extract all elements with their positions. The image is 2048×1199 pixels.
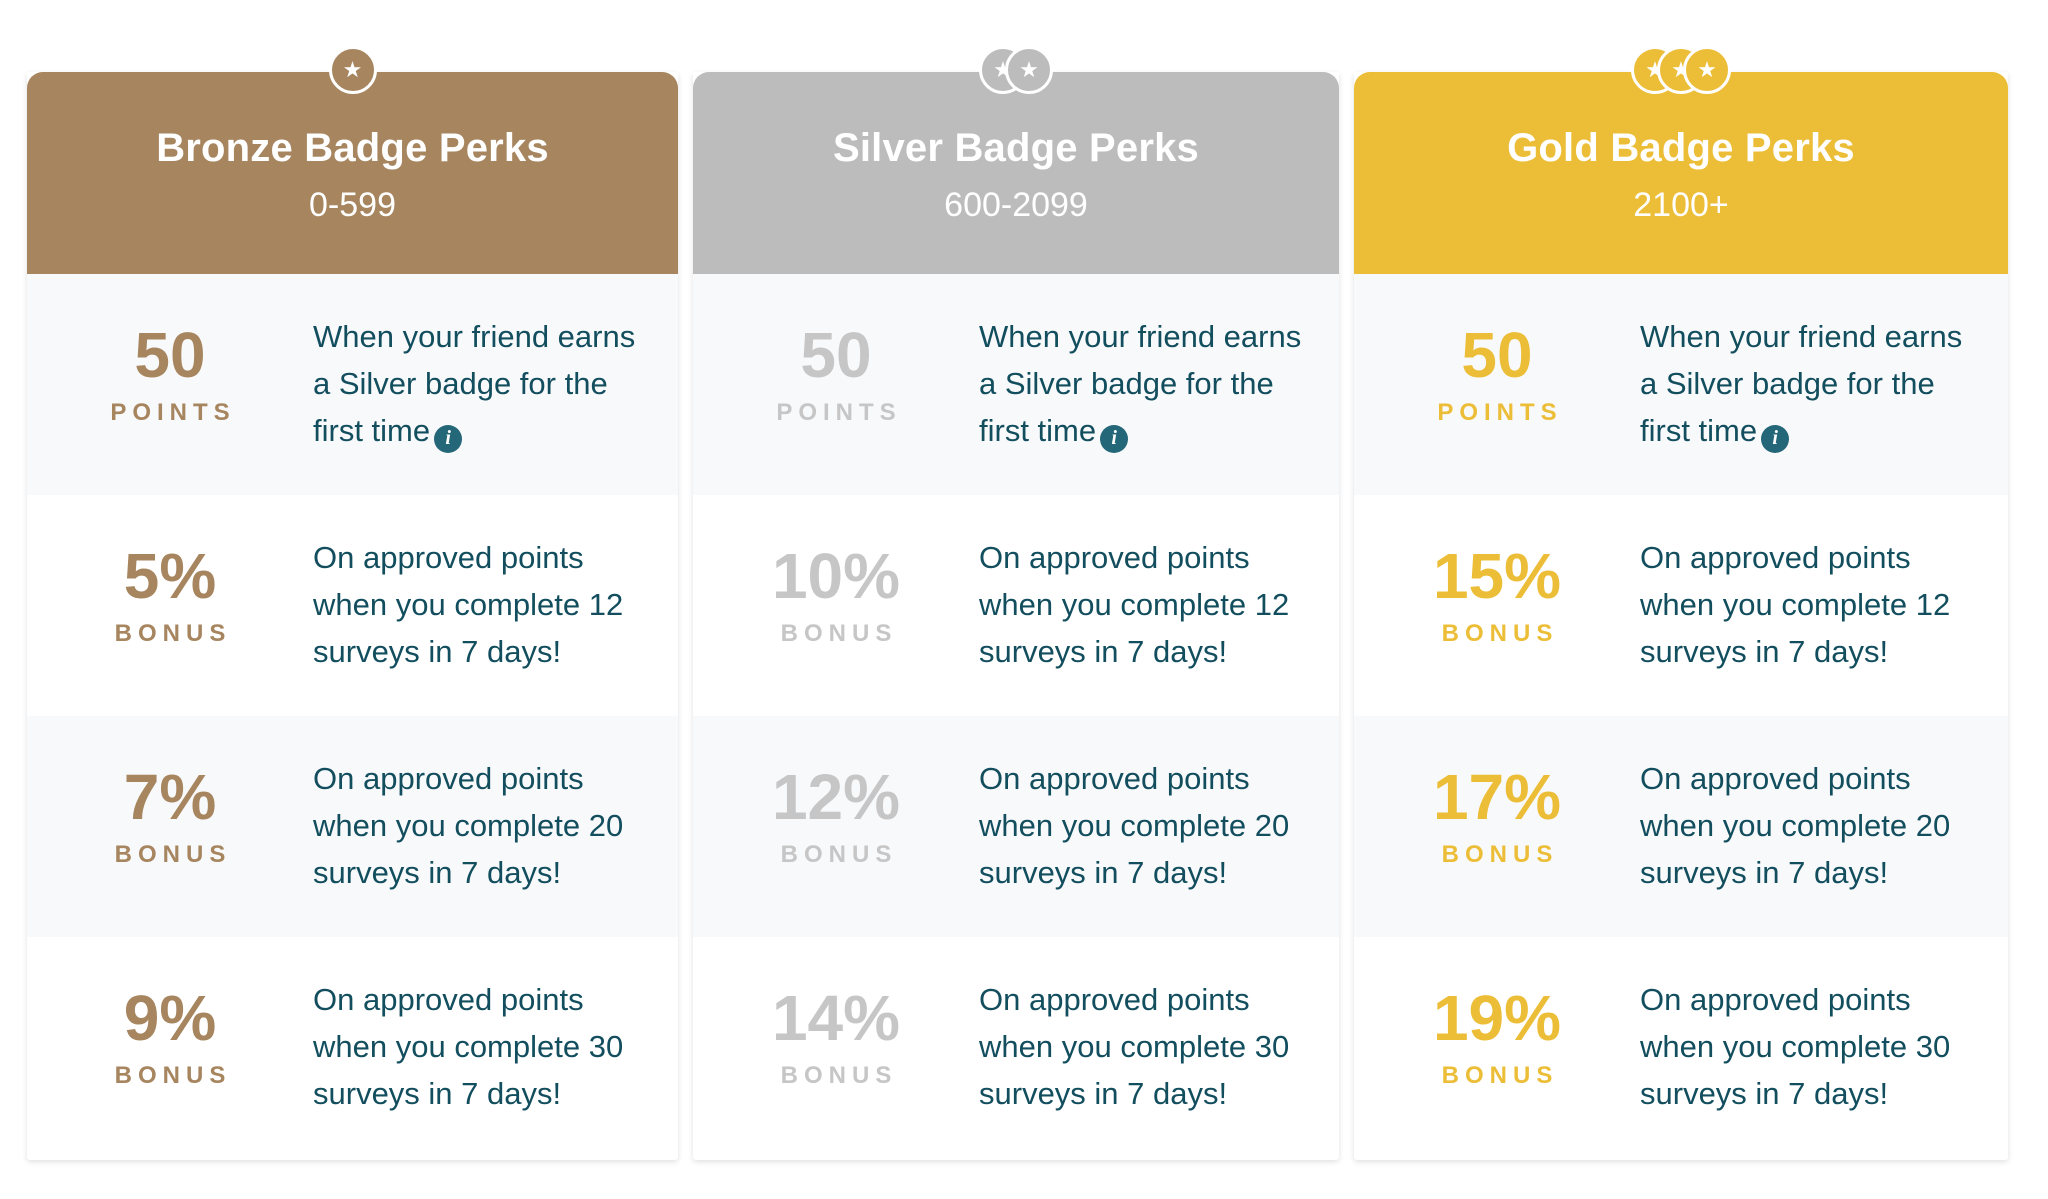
perk-value: 14% BONUS	[693, 986, 979, 1090]
perk-amount: 5%	[123, 539, 217, 612]
star-coin-icon: ★	[328, 46, 377, 94]
perk-amount: 50	[134, 318, 206, 391]
bronze-perk-list: 50 POINTS When your friend earns a Silve…	[27, 274, 678, 1158]
perk-value: 15% BONUS	[1354, 544, 1640, 648]
perk-description: On approved points when you complete 12 …	[313, 540, 624, 669]
perk-row: 7% BONUS On approved points when you com…	[27, 716, 678, 937]
perk-description: When your friend earns a Silver badge fo…	[979, 313, 1339, 454]
perk-amount: 19%	[1432, 981, 1562, 1054]
perk-value: 10% BONUS	[693, 544, 979, 648]
perk-row: 14% BONUS On approved points when you co…	[693, 937, 1339, 1158]
perk-description-text: When your friend earns a Silver badge fo…	[979, 319, 1302, 448]
perk-row: 19% BONUS On approved points when you co…	[1354, 937, 2008, 1158]
perk-value: 50 POINTS	[27, 323, 313, 427]
perk-description: On approved points when you complete 20 …	[979, 761, 1290, 890]
perk-unit: BONUS	[780, 1061, 898, 1089]
bronze-badge-icons: ★	[328, 46, 377, 98]
perk-value: 7% BONUS	[27, 765, 313, 869]
gold-points-range: 2100+	[1633, 186, 1729, 224]
silver-points-range: 600-2099	[944, 186, 1088, 224]
perk-description-text: When your friend earns a Silver badge fo…	[313, 319, 636, 448]
perk-row: 5% BONUS On approved points when you com…	[27, 495, 678, 716]
info-icon[interactable]: i	[434, 424, 463, 453]
perk-unit: POINTS	[110, 398, 236, 426]
perk-row: 50 POINTS When your friend earns a Silve…	[27, 274, 678, 495]
perk-description: When your friend earns a Silver badge fo…	[313, 313, 678, 454]
gold-badge-icons: ★ ★ ★	[1631, 46, 1731, 98]
perk-amount: 50	[1461, 318, 1533, 391]
perk-value: 19% BONUS	[1354, 986, 1640, 1090]
perk-value: 9% BONUS	[27, 986, 313, 1090]
silver-badge-icons: ★ ★	[979, 46, 1053, 98]
perk-amount: 10%	[771, 539, 901, 612]
perk-unit: BONUS	[114, 840, 232, 868]
perk-description: On approved points when you complete 20 …	[1640, 761, 1951, 890]
perk-description-text: When your friend earns a Silver badge fo…	[1640, 319, 1963, 448]
perk-value: 12% BONUS	[693, 765, 979, 869]
silver-perk-list: 50 POINTS When your friend earns a Silve…	[693, 274, 1339, 1158]
perk-unit: BONUS	[1441, 619, 1559, 647]
perk-amount: 15%	[1432, 539, 1562, 612]
gold-card-header: ★ ★ ★ Gold Badge Perks 2100+	[1354, 46, 2008, 274]
perk-unit: POINTS	[1437, 398, 1563, 426]
perk-amount: 7%	[123, 760, 217, 833]
perk-unit: BONUS	[780, 840, 898, 868]
perk-row: 12% BONUS On approved points when you co…	[693, 716, 1339, 937]
silver-card-header: ★ ★ Silver Badge Perks 600-2099	[693, 46, 1339, 274]
perk-description: On approved points when you complete 12 …	[979, 540, 1290, 669]
perk-unit: POINTS	[776, 398, 902, 426]
gold-perks-card: ★ ★ ★ Gold Badge Perks 2100+ 50 POINTS W…	[1354, 46, 2008, 1160]
silver-card-title: Silver Badge Perks	[832, 126, 1200, 170]
star-coin-icon: ★	[1683, 46, 1731, 94]
gold-perk-list: 50 POINTS When your friend earns a Silve…	[1354, 274, 2008, 1158]
bronze-perks-card: ★ Bronze Badge Perks 0-599 50 POINTS Whe…	[27, 46, 678, 1160]
perk-unit: BONUS	[1441, 840, 1559, 868]
star-coin-icon: ★	[1005, 46, 1053, 94]
perk-amount: 17%	[1432, 760, 1562, 833]
info-icon[interactable]: i	[1100, 424, 1129, 453]
bronze-card-title: Bronze Badge Perks	[156, 126, 549, 170]
perk-amount: 50	[800, 318, 872, 391]
perk-description: On approved points when you complete 30 …	[1640, 982, 1951, 1111]
perk-amount: 14%	[771, 981, 901, 1054]
gold-card-title: Gold Badge Perks	[1507, 126, 1855, 170]
perk-description: On approved points when you complete 20 …	[313, 761, 624, 890]
perk-value: 50 POINTS	[693, 323, 979, 427]
perk-row: 9% BONUS On approved points when you com…	[27, 937, 678, 1158]
perk-row: 10% BONUS On approved points when you co…	[693, 495, 1339, 716]
perk-unit: BONUS	[114, 619, 232, 647]
perk-value: 50 POINTS	[1354, 323, 1640, 427]
perk-description: On approved points when you complete 30 …	[979, 982, 1290, 1111]
perk-description: When your friend earns a Silver badge fo…	[1640, 313, 2008, 454]
perk-unit: BONUS	[780, 619, 898, 647]
perk-description: On approved points when you complete 30 …	[313, 982, 624, 1111]
perk-unit: BONUS	[114, 1061, 232, 1089]
perk-unit: BONUS	[1441, 1061, 1559, 1089]
perk-value: 17% BONUS	[1354, 765, 1640, 869]
perk-value: 5% BONUS	[27, 544, 313, 648]
bronze-card-header: ★ Bronze Badge Perks 0-599	[27, 46, 678, 274]
silver-perks-card: ★ ★ Silver Badge Perks 600-2099 50 POINT…	[693, 46, 1339, 1160]
perk-description: On approved points when you complete 12 …	[1640, 540, 1951, 669]
perk-row: 50 POINTS When your friend earns a Silve…	[1354, 274, 2008, 495]
perk-row: 50 POINTS When your friend earns a Silve…	[693, 274, 1339, 495]
perk-amount: 9%	[123, 981, 217, 1054]
info-icon[interactable]: i	[1761, 424, 1790, 453]
perk-row: 17% BONUS On approved points when you co…	[1354, 716, 2008, 937]
perk-amount: 12%	[771, 760, 901, 833]
bronze-points-range: 0-599	[309, 186, 396, 224]
perk-row: 15% BONUS On approved points when you co…	[1354, 495, 2008, 716]
